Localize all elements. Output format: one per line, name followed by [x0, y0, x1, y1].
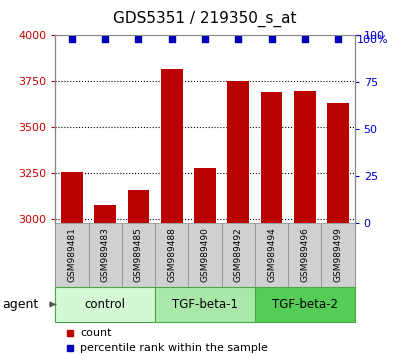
Bar: [155, 287, 254, 322]
Text: GSM989488: GSM989488: [167, 227, 176, 282]
Bar: [326, 103, 348, 354]
Point: [102, 36, 108, 42]
Text: GDS5351 / 219350_s_at: GDS5351 / 219350_s_at: [113, 11, 296, 27]
Point: [334, 36, 340, 42]
Bar: [155, 223, 188, 287]
Point: [168, 36, 175, 42]
Text: TGF-beta-1: TGF-beta-1: [172, 298, 237, 311]
Text: GSM989485: GSM989485: [134, 227, 143, 282]
Bar: [55, 287, 155, 322]
Bar: [127, 190, 149, 354]
Text: count: count: [80, 328, 111, 338]
Text: agent: agent: [2, 298, 38, 311]
Text: GSM989483: GSM989483: [101, 227, 110, 282]
Bar: [260, 91, 282, 354]
Bar: [254, 287, 354, 322]
Text: control: control: [85, 298, 126, 311]
Bar: [293, 91, 315, 354]
Bar: [161, 69, 182, 354]
Text: GSM989490: GSM989490: [200, 227, 209, 282]
Bar: [227, 81, 248, 354]
Bar: [88, 223, 121, 287]
Point: [69, 36, 75, 42]
Text: GSM989492: GSM989492: [233, 228, 242, 282]
Text: GSM989499: GSM989499: [333, 227, 342, 282]
Point: [267, 36, 274, 42]
Text: TGF-beta-2: TGF-beta-2: [271, 298, 337, 311]
Text: 100%: 100%: [356, 35, 387, 45]
Bar: [288, 223, 321, 287]
Bar: [321, 223, 354, 287]
Bar: [94, 205, 116, 354]
Text: GSM989496: GSM989496: [299, 227, 308, 282]
Point: [301, 36, 307, 42]
Point: [201, 36, 208, 42]
Bar: [254, 223, 288, 287]
Bar: [55, 223, 88, 287]
Bar: [194, 168, 215, 354]
Point: [135, 36, 142, 42]
Bar: [188, 223, 221, 287]
Text: GSM989481: GSM989481: [67, 227, 76, 282]
Text: GSM989494: GSM989494: [266, 228, 275, 282]
Text: percentile rank within the sample: percentile rank within the sample: [80, 343, 267, 353]
Bar: [121, 223, 155, 287]
Bar: [61, 172, 83, 354]
Bar: [221, 223, 254, 287]
Point: [234, 36, 241, 42]
